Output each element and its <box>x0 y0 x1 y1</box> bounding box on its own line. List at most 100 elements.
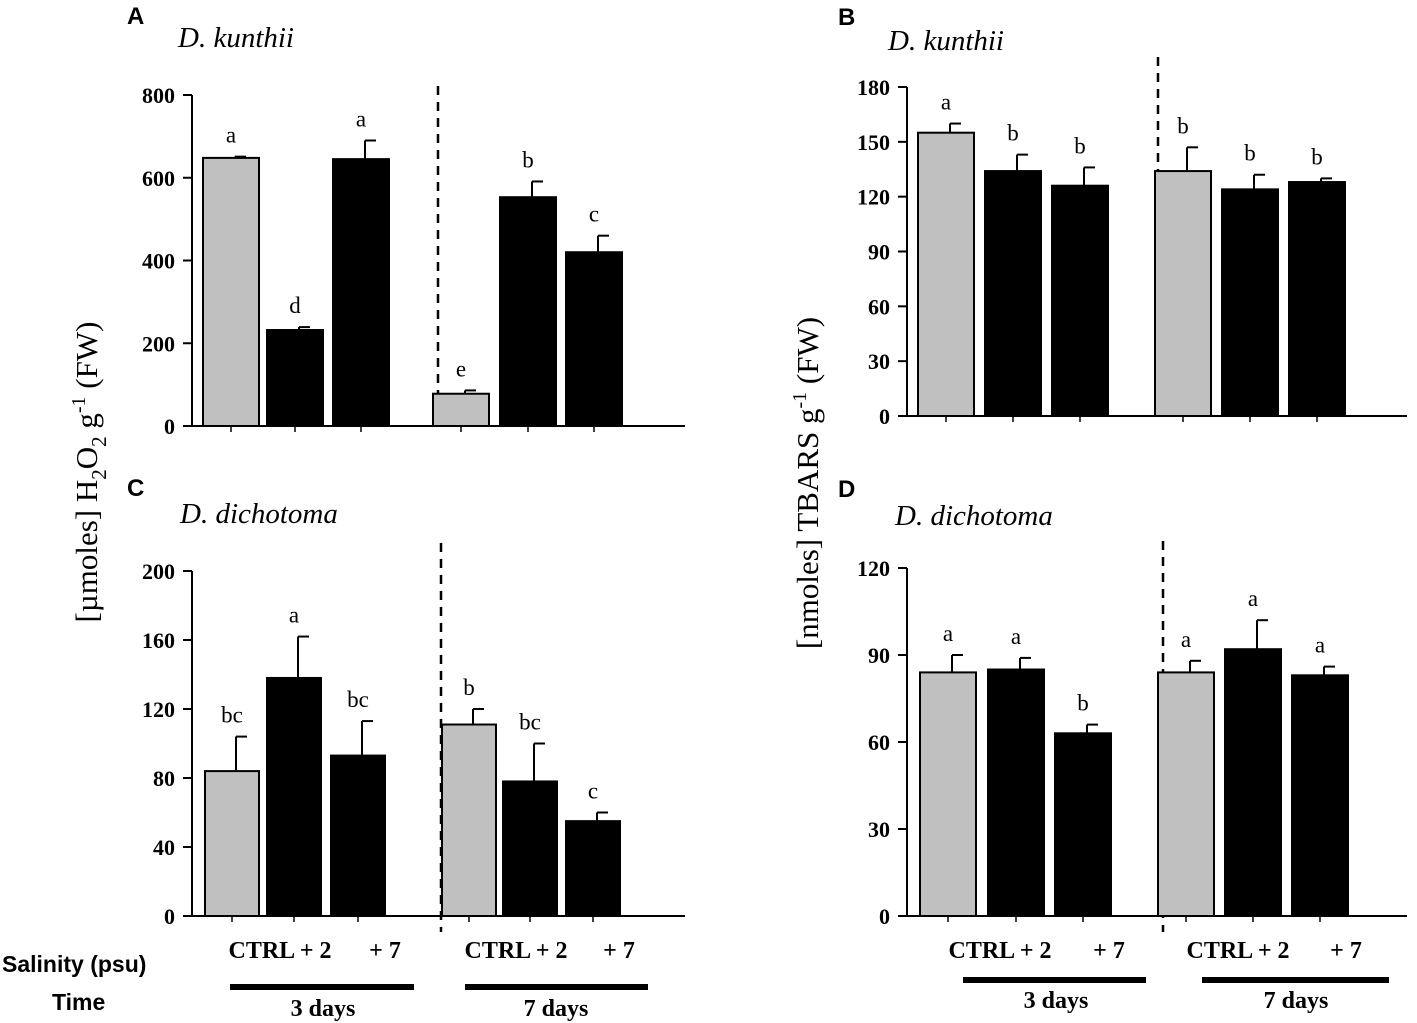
panel-title-c: D. dichotoma <box>179 498 338 530</box>
significance-letter-c-6: c <box>588 779 598 804</box>
y-tick-label-b: 120 <box>857 185 890 210</box>
bar-a-3 <box>332 158 390 427</box>
bar-c-5 <box>502 780 558 918</box>
panel-letter-a: A <box>127 3 144 30</box>
bar-a-1 <box>202 156 260 427</box>
bar-b-1 <box>917 131 975 417</box>
significance-letter-b-5: b <box>1244 141 1256 166</box>
significance-letter-b-3: b <box>1074 133 1086 158</box>
bar-d-3 <box>1054 732 1112 917</box>
y-tick-label-a: 0 <box>164 414 175 439</box>
left-7days-ctrl-plus2-label: CTRL + 2 <box>464 938 567 964</box>
bar-d-1 <box>919 671 977 918</box>
panel-title-a: D. kunthii <box>177 22 294 54</box>
significance-letter-a-4: e <box>456 356 466 381</box>
y-tick-label-a: 600 <box>142 166 175 191</box>
significance-letter-c-1: bc <box>221 703 243 728</box>
bar-a-4 <box>432 392 490 428</box>
left-7days-plus7-label: + 7 <box>603 938 635 964</box>
bar-c-4 <box>441 723 497 918</box>
right-7days-ctrl-plus2-label: CTRL + 2 <box>1186 938 1289 964</box>
time-label: Time <box>52 989 105 1015</box>
significance-letter-c-2: a <box>289 603 299 628</box>
right-7days-plus7-label: + 7 <box>1330 938 1362 964</box>
y-axis-label-right: [nmoles] TBARS g-1 (FW) <box>789 317 825 649</box>
significance-letter-b-4: b <box>1177 113 1189 138</box>
significance-letter-d-1: a <box>943 621 953 646</box>
bar-b-2 <box>984 170 1042 417</box>
significance-letter-d-5: a <box>1248 586 1258 611</box>
y-tick-label-b: 0 <box>879 404 890 429</box>
y-tick-label-d: 120 <box>857 556 890 581</box>
significance-letter-a-3: a <box>356 107 366 132</box>
significance-letter-b-2: b <box>1007 121 1019 146</box>
panel-title-b: D. kunthii <box>887 25 1004 57</box>
y-tick-label-a: 400 <box>142 249 175 274</box>
bar-d-5 <box>1224 648 1282 917</box>
right-3days-label: 3 days <box>1024 988 1089 1014</box>
left-3days-ctrl-plus2-label: CTRL + 2 <box>228 938 331 964</box>
right-3days-plus7-label: + 7 <box>1093 938 1125 964</box>
y-tick-label-c: 40 <box>153 835 175 860</box>
significance-letter-d-3: b <box>1077 691 1089 716</box>
left-3days-plus7-label: + 7 <box>369 938 401 964</box>
right-3days-ctrl-plus2-label: CTRL + 2 <box>948 938 1051 964</box>
significance-letter-d-4: a <box>1181 627 1191 652</box>
y-tick-label-b: 150 <box>857 130 890 155</box>
y-tick-label-d: 90 <box>868 643 890 668</box>
left-7days-label: 7 days <box>524 996 589 1022</box>
y-tick-label-c: 0 <box>164 904 175 929</box>
bar-b-4 <box>1154 170 1212 417</box>
bar-b-5 <box>1221 188 1279 417</box>
significance-letter-b-6: b <box>1311 144 1323 169</box>
bar-b-6 <box>1288 181 1346 417</box>
y-tick-label-d: 60 <box>868 730 890 755</box>
bar-d-6 <box>1291 674 1349 917</box>
y-tick-label-a: 200 <box>142 331 175 356</box>
significance-letter-c-5: bc <box>519 710 541 735</box>
panel-letter-b: B <box>838 4 855 31</box>
significance-letter-d-6: a <box>1315 633 1325 658</box>
bar-c-6 <box>565 820 621 917</box>
y-tick-label-b: 180 <box>857 75 890 100</box>
y-axis-label-left: [µmoles] H2O2 g-1 (FW) <box>68 322 111 623</box>
salinity-label: Salinity (psu) <box>2 951 146 977</box>
panel-title-d: D. dichotoma <box>894 500 1053 532</box>
bar-a-6 <box>565 251 623 427</box>
left-3days-label: 3 days <box>291 996 356 1022</box>
bar-c-3 <box>330 754 386 918</box>
y-tick-label-c: 160 <box>142 628 175 653</box>
panel-a: A D. kunthii 0 200 400 600 800 a d a e b c <box>127 3 685 439</box>
right-7days-label: 7 days <box>1264 988 1329 1014</box>
panel-letter-d: D <box>838 476 855 503</box>
panel-c: C D. dichotoma 0 40 80 120 160 200 bc a bc b bc c <box>127 475 685 932</box>
bar-a-2 <box>266 329 324 428</box>
bar-b-3 <box>1051 184 1109 417</box>
y-tick-label-c: 200 <box>142 559 175 584</box>
y-tick-label-c: 120 <box>142 697 175 722</box>
bar-d-2 <box>987 668 1045 917</box>
y-tick-label-c: 80 <box>153 766 175 791</box>
panel-letter-c: C <box>127 475 144 502</box>
significance-letter-b-1: a <box>941 90 951 115</box>
y-tick-label-d: 0 <box>879 904 890 929</box>
significance-letter-c-4: b <box>463 675 475 700</box>
significance-letter-a-1: a <box>226 123 236 148</box>
panel-b: B D. kunthii 0 30 60 90 120 150 180 a b b b b b <box>838 4 1407 429</box>
y-tick-label-b: 30 <box>868 349 890 374</box>
significance-letter-a-6: c <box>589 202 599 227</box>
bar-c-1 <box>204 770 260 917</box>
significance-letter-c-3: bc <box>347 687 369 712</box>
y-tick-label-d: 30 <box>868 817 890 842</box>
y-tick-label-b: 90 <box>868 240 890 265</box>
significance-letter-a-5: b <box>522 147 534 172</box>
significance-letter-a-2: d <box>289 293 301 318</box>
y-tick-label-b: 60 <box>868 294 890 319</box>
bar-d-4 <box>1157 671 1215 918</box>
y-tick-label-a: 800 <box>142 83 175 108</box>
bar-c-2 <box>266 676 322 918</box>
panel-d: D D. dichotoma 0 30 60 90 120 a a b a a a <box>838 476 1407 932</box>
significance-letter-d-2: a <box>1011 624 1021 649</box>
bar-a-5 <box>499 196 557 427</box>
